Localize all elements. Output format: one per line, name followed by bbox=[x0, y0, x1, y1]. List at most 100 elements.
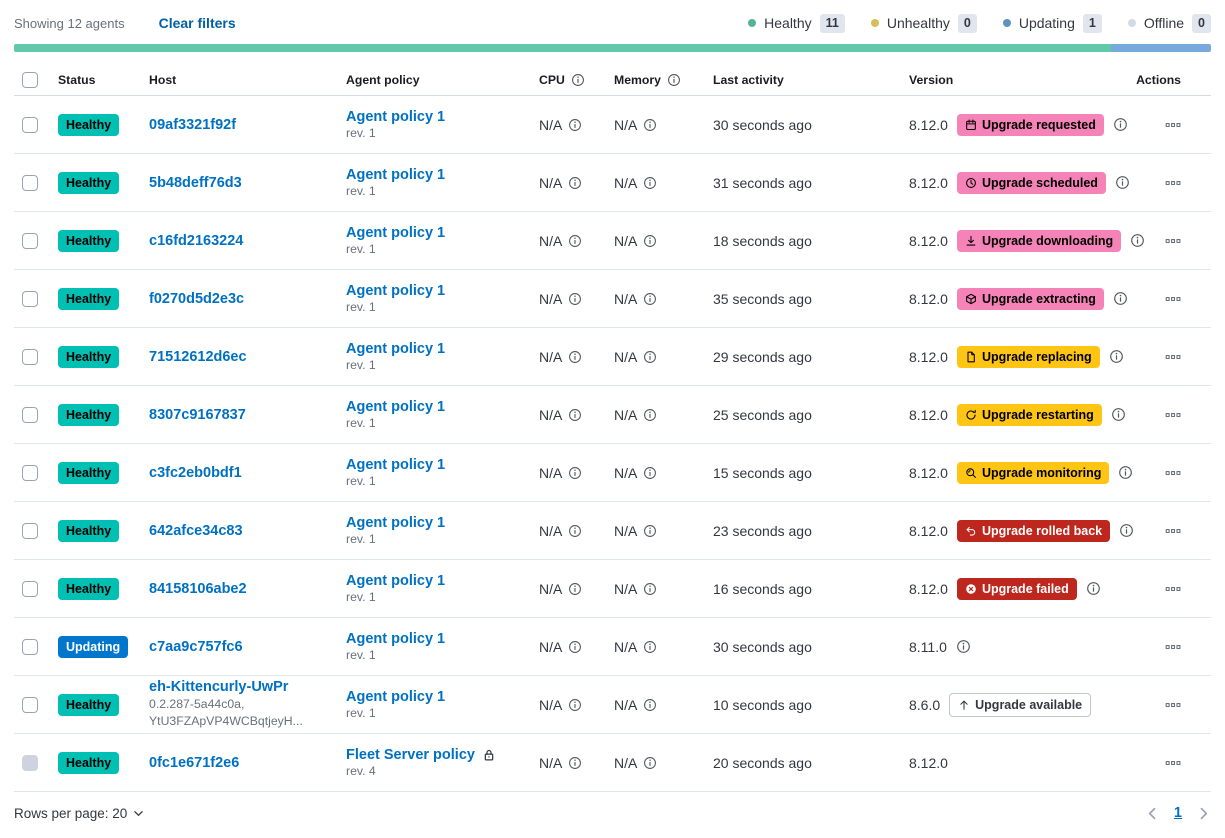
column-header-agent-policy: Agent policy bbox=[346, 72, 420, 87]
memory-value: N/A bbox=[614, 754, 638, 771]
select-all-checkbox[interactable] bbox=[22, 71, 38, 88]
cpu-info-icon[interactable] bbox=[568, 466, 582, 480]
memory-info-icon[interactable] bbox=[643, 466, 657, 480]
upgrade-info-icon[interactable] bbox=[1113, 291, 1128, 306]
previous-page-button[interactable] bbox=[1145, 806, 1160, 821]
cpu-info-icon[interactable] bbox=[568, 350, 582, 364]
row-actions-button[interactable] bbox=[1165, 697, 1181, 713]
cpu-info-icon[interactable] bbox=[568, 640, 582, 654]
cpu-info-icon[interactable] bbox=[568, 292, 582, 306]
upgrade-info-icon[interactable] bbox=[1115, 175, 1130, 190]
upgrade-info-icon[interactable] bbox=[1111, 407, 1126, 422]
cpu-info-icon[interactable] bbox=[568, 698, 582, 712]
host-link[interactable]: 642afce34c83 bbox=[149, 522, 243, 539]
row-actions-button[interactable] bbox=[1165, 755, 1181, 771]
host-metadata-line: 0.2.287-5a44c0a, bbox=[149, 696, 245, 711]
cpu-info-icon[interactable] bbox=[568, 756, 582, 770]
row-actions-button[interactable] bbox=[1165, 291, 1181, 307]
row-actions-button[interactable] bbox=[1165, 581, 1181, 597]
upgrade-status-label: Upgrade failed bbox=[981, 581, 1069, 596]
row-checkbox[interactable] bbox=[22, 638, 38, 655]
row-checkbox[interactable] bbox=[22, 348, 38, 365]
host-link[interactable]: c7aa9c757fc6 bbox=[149, 638, 243, 655]
row-checkbox[interactable] bbox=[22, 464, 38, 481]
status-badge: Healthy bbox=[58, 229, 120, 252]
host-link[interactable]: 71512612d6ec bbox=[149, 348, 247, 365]
upgrade-info-icon[interactable] bbox=[956, 639, 971, 654]
legend-item[interactable]: Offline 0 bbox=[1127, 13, 1211, 33]
row-checkbox[interactable] bbox=[22, 696, 38, 713]
agent-policy-link[interactable]: Agent policy 1 bbox=[346, 341, 446, 357]
agent-policy-link[interactable]: Agent policy 1 bbox=[346, 167, 446, 183]
host-link[interactable]: 5b48deff76d3 bbox=[149, 174, 242, 191]
host-link[interactable]: 09af3321f92f bbox=[149, 116, 237, 133]
agent-policy-link[interactable]: Agent policy 1 bbox=[346, 573, 446, 589]
cpu-info-icon[interactable] bbox=[568, 582, 582, 596]
page-number-button[interactable]: 1 bbox=[1173, 805, 1182, 821]
memory-info-icon[interactable] bbox=[643, 408, 657, 422]
host-link[interactable]: c16fd2163224 bbox=[149, 232, 244, 249]
legend-item[interactable]: Updating 1 bbox=[1002, 13, 1102, 33]
row-checkbox[interactable] bbox=[22, 522, 38, 539]
host-link[interactable]: eh-Kittencurly-UwPr bbox=[149, 678, 289, 695]
rows-per-page-button[interactable]: Rows per page: 20 bbox=[14, 806, 145, 821]
agent-policy-link[interactable]: Agent policy 1 bbox=[346, 457, 446, 473]
agent-policy-link[interactable]: Agent policy 1 bbox=[346, 689, 446, 705]
row-actions-button[interactable] bbox=[1165, 233, 1181, 249]
memory-info-icon[interactable] bbox=[643, 350, 657, 364]
row-actions-button[interactable] bbox=[1165, 639, 1181, 655]
upgrade-info-icon[interactable] bbox=[1119, 523, 1134, 538]
memory-info-icon[interactable] bbox=[643, 582, 657, 596]
memory-info-icon[interactable] bbox=[643, 698, 657, 712]
row-actions-button[interactable] bbox=[1165, 407, 1181, 423]
agent-policy-link[interactable]: Agent policy 1 bbox=[346, 109, 446, 125]
agent-policy-link[interactable]: Agent policy 1 bbox=[346, 283, 446, 299]
row-checkbox[interactable] bbox=[22, 232, 38, 249]
cpu-info-icon[interactable] bbox=[568, 234, 582, 248]
clear-filters-link[interactable]: Clear filters bbox=[158, 15, 236, 31]
next-page-button[interactable] bbox=[1196, 806, 1211, 821]
cpu-info-icon[interactable] bbox=[568, 118, 582, 132]
memory-info-icon[interactable] bbox=[643, 234, 657, 248]
upgrade-info-icon[interactable] bbox=[1086, 581, 1101, 596]
cpu-info-icon[interactable] bbox=[568, 524, 582, 538]
memory-info-icon[interactable] bbox=[643, 640, 657, 654]
memory-info-icon[interactable] bbox=[643, 176, 657, 190]
memory-info-icon[interactable] bbox=[643, 524, 657, 538]
row-actions-button[interactable] bbox=[1165, 465, 1181, 481]
row-checkbox[interactable] bbox=[22, 116, 38, 133]
row-actions-button[interactable] bbox=[1165, 523, 1181, 539]
memory-info-icon[interactable] bbox=[643, 118, 657, 132]
cpu-info-icon[interactable] bbox=[568, 176, 582, 190]
host-link[interactable]: 84158106abe2 bbox=[149, 580, 247, 597]
cpu-info-icon[interactable] bbox=[568, 408, 582, 422]
agent-policy-link[interactable]: Agent policy 1 bbox=[346, 515, 446, 531]
legend-item[interactable]: Healthy 11 bbox=[748, 13, 845, 33]
row-actions-button[interactable] bbox=[1165, 175, 1181, 191]
upgrade-info-icon[interactable] bbox=[1109, 349, 1124, 364]
host-link[interactable]: 0fc1e671f2e6 bbox=[149, 754, 240, 771]
row-checkbox[interactable] bbox=[22, 290, 38, 307]
host-link[interactable]: 8307c9167837 bbox=[149, 406, 246, 423]
agent-policy-link[interactable]: Agent policy 1 bbox=[346, 631, 446, 647]
status-badge: Healthy bbox=[58, 171, 120, 194]
memory-info-icon[interactable] bbox=[643, 756, 657, 770]
row-checkbox[interactable] bbox=[22, 406, 38, 423]
host-link[interactable]: f0270d5d2e3c bbox=[149, 290, 245, 307]
row-actions-button[interactable] bbox=[1165, 117, 1181, 133]
agent-policy-link[interactable]: Agent policy 1 bbox=[346, 399, 446, 415]
upgrade-info-icon[interactable] bbox=[1113, 117, 1128, 132]
row-checkbox[interactable] bbox=[22, 580, 38, 597]
agent-policy-link[interactable]: Agent policy 1 bbox=[346, 225, 446, 241]
agent-policy-link[interactable]: Fleet Server policy bbox=[346, 747, 475, 763]
cpu-header-info-icon[interactable] bbox=[571, 73, 585, 87]
upgrade-info-icon[interactable] bbox=[1118, 465, 1133, 480]
legend-item[interactable]: Unhealthy 0 bbox=[870, 13, 977, 33]
row-actions-button[interactable] bbox=[1165, 349, 1181, 365]
memory-header-info-icon[interactable] bbox=[667, 73, 681, 87]
memory-info-icon[interactable] bbox=[643, 292, 657, 306]
upgrade-info-icon[interactable] bbox=[1130, 233, 1145, 248]
host-link[interactable]: c3fc2eb0bdf1 bbox=[149, 464, 242, 481]
row-checkbox[interactable] bbox=[22, 174, 38, 191]
table-row: Healthy 5b48deff76d3 Agent policy 1 rev.… bbox=[14, 154, 1211, 212]
